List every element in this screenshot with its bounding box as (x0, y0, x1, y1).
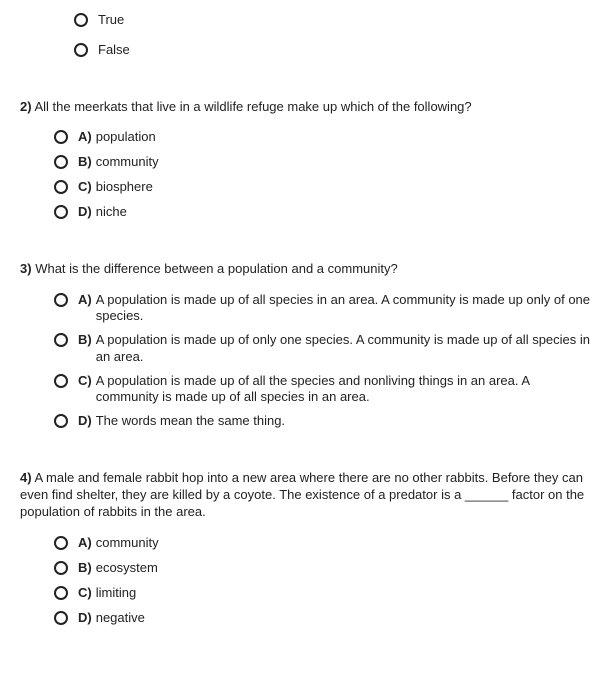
radio-icon (54, 293, 68, 307)
option-row[interactable]: B) ecosystem (54, 560, 593, 577)
option-letter: D) (78, 610, 92, 627)
option-row[interactable]: A) A population is made up of all specie… (54, 292, 593, 325)
option-label: D) niche (78, 204, 127, 221)
option-text: biosphere (96, 179, 153, 195)
option-label: D) negative (78, 610, 145, 627)
radio-icon (54, 414, 68, 428)
radio-icon (54, 611, 68, 625)
option-text: ecosystem (96, 560, 158, 576)
question-body: All the meerkats that live in a wildlife… (34, 99, 471, 114)
radio-icon (54, 333, 68, 347)
option-row[interactable]: A) community (54, 535, 593, 552)
tf-options: True False (20, 12, 593, 59)
option-letter: A) (78, 129, 92, 146)
option-letter: B) (78, 332, 92, 349)
option-text: A population is made up of all the speci… (96, 373, 593, 406)
option-letter: C) (78, 179, 92, 196)
option-text: A population is made up of all species i… (96, 292, 593, 325)
option-row[interactable]: D) negative (54, 610, 593, 627)
option-row[interactable]: C) A population is made up of all the sp… (54, 373, 593, 406)
radio-icon (54, 374, 68, 388)
option-text: limiting (96, 585, 136, 601)
option-row[interactable]: C) biosphere (54, 179, 593, 196)
question-number: 3) (20, 261, 32, 276)
option-letter: B) (78, 560, 92, 577)
radio-icon (74, 13, 88, 27)
question-body: What is the difference between a populat… (35, 261, 398, 276)
question-body: A male and female rabbit hop into a new … (20, 470, 584, 519)
option-row[interactable]: D) The words mean the same thing. (54, 413, 593, 430)
option-row[interactable]: False (74, 42, 593, 58)
question-4: 4) A male and female rabbit hop into a n… (20, 470, 593, 626)
options-list: A) A population is made up of all specie… (20, 292, 593, 430)
question-text: 2) All the meerkats that live in a wildl… (20, 99, 593, 116)
option-label: A) A population is made up of all specie… (78, 292, 593, 325)
question-text: 4) A male and female rabbit hop into a n… (20, 470, 593, 521)
radio-icon (54, 205, 68, 219)
question-number: 4) (20, 470, 32, 485)
option-letter: B) (78, 154, 92, 171)
option-text: A population is made up of only one spec… (96, 332, 593, 365)
option-text: niche (96, 204, 127, 220)
radio-icon (54, 536, 68, 550)
option-row[interactable]: B) A population is made up of only one s… (54, 332, 593, 365)
option-letter: D) (78, 204, 92, 221)
option-row[interactable]: B) community (54, 154, 593, 171)
question-3: 3) What is the difference between a popu… (20, 261, 593, 430)
option-row[interactable]: True (74, 12, 593, 28)
option-text: community (96, 154, 159, 170)
option-label: C) biosphere (78, 179, 153, 196)
option-row[interactable]: C) limiting (54, 585, 593, 602)
question-text: 3) What is the difference between a popu… (20, 261, 593, 278)
option-label: C) A population is made up of all the sp… (78, 373, 593, 406)
radio-icon (54, 180, 68, 194)
option-text: True (98, 12, 124, 28)
radio-icon (74, 43, 88, 57)
option-label: B) ecosystem (78, 560, 158, 577)
option-text: The words mean the same thing. (96, 413, 285, 429)
option-row[interactable]: D) niche (54, 204, 593, 221)
option-label: B) community (78, 154, 159, 171)
option-letter: C) (78, 585, 92, 602)
radio-icon (54, 155, 68, 169)
option-letter: A) (78, 535, 92, 552)
option-text: population (96, 129, 156, 145)
option-label: A) population (78, 129, 156, 146)
option-text: community (96, 535, 159, 551)
radio-icon (54, 130, 68, 144)
option-letter: C) (78, 373, 92, 390)
question-partial-tf: True False (20, 12, 593, 59)
option-text: False (98, 42, 130, 58)
question-number: 2) (20, 99, 32, 114)
option-row[interactable]: A) population (54, 129, 593, 146)
radio-icon (54, 561, 68, 575)
options-list: A) community B) ecosystem C) limiting D)… (20, 535, 593, 627)
radio-icon (54, 586, 68, 600)
option-label: A) community (78, 535, 159, 552)
options-list: A) population B) community C) biosphere … (20, 129, 593, 221)
question-2: 2) All the meerkats that live in a wildl… (20, 99, 593, 221)
option-label: D) The words mean the same thing. (78, 413, 285, 430)
option-label: C) limiting (78, 585, 136, 602)
option-label: B) A population is made up of only one s… (78, 332, 593, 365)
option-letter: D) (78, 413, 92, 430)
option-letter: A) (78, 292, 92, 309)
option-text: negative (96, 610, 145, 626)
